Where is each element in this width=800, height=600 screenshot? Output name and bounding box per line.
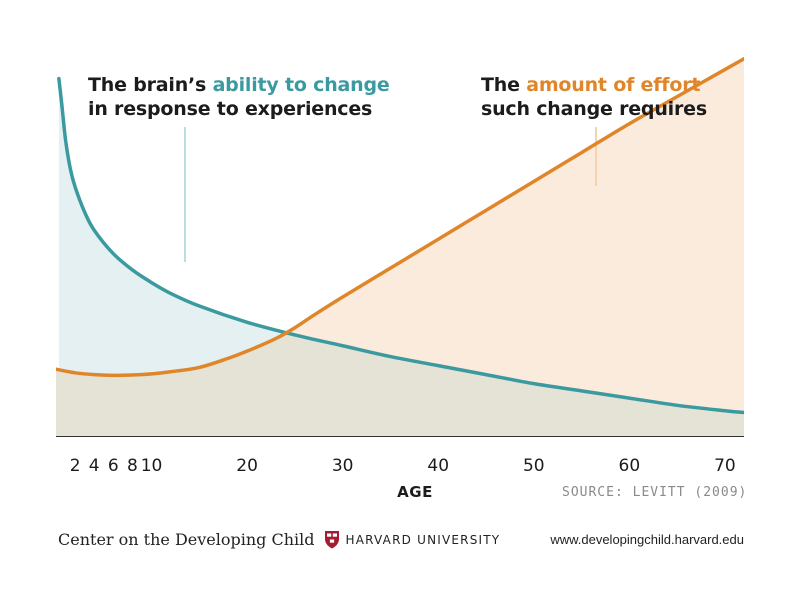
- ability-annotation: The brain’s ability to change in respons…: [88, 73, 390, 121]
- x-tick-label: 8: [127, 456, 138, 476]
- x-tick-label: 50: [523, 456, 545, 476]
- effort-annotation-line2: such change requires: [481, 98, 707, 120]
- x-tick-label: 20: [236, 456, 258, 476]
- effort-annotation-highlight: amount of effort: [526, 74, 701, 96]
- x-tick-label: 4: [89, 456, 100, 476]
- x-tick-label: 2: [70, 456, 81, 476]
- ability-annotation-line2: in response to experiences: [88, 98, 373, 120]
- harvard-shield-icon: [324, 531, 339, 549]
- x-tick-label: 30: [332, 456, 354, 476]
- x-tick-label: 6: [108, 456, 119, 476]
- footer-branding: Center on the Developing Child HARVARD U…: [58, 530, 500, 549]
- effort-annotation: The amount of effort such change require…: [481, 73, 707, 121]
- footer-university: HARVARD UNIVERSITY: [345, 532, 501, 547]
- x-axis-title: AGE: [397, 483, 433, 501]
- ability-curve: [57, 76, 744, 415]
- ability-area: [58, 78, 744, 436]
- ability-annotation-prefix: The brain’s: [88, 74, 213, 96]
- ability-annotation-highlight: ability to change: [212, 74, 390, 96]
- footer-org-name: Center on the Developing Child: [58, 530, 315, 549]
- effort-annotation-prefix: The: [481, 74, 527, 96]
- source-citation: SOURCE: LEVITT (2009): [562, 485, 748, 500]
- footer-url: www.developingchild.harvard.edu: [550, 532, 744, 547]
- effort-curve: [56, 57, 744, 378]
- x-tick-label: 70: [714, 456, 736, 476]
- x-tick-label: 10: [141, 456, 163, 476]
- x-tick-label: 60: [619, 456, 641, 476]
- effort-area: [56, 58, 744, 436]
- x-tick-label: 40: [427, 456, 449, 476]
